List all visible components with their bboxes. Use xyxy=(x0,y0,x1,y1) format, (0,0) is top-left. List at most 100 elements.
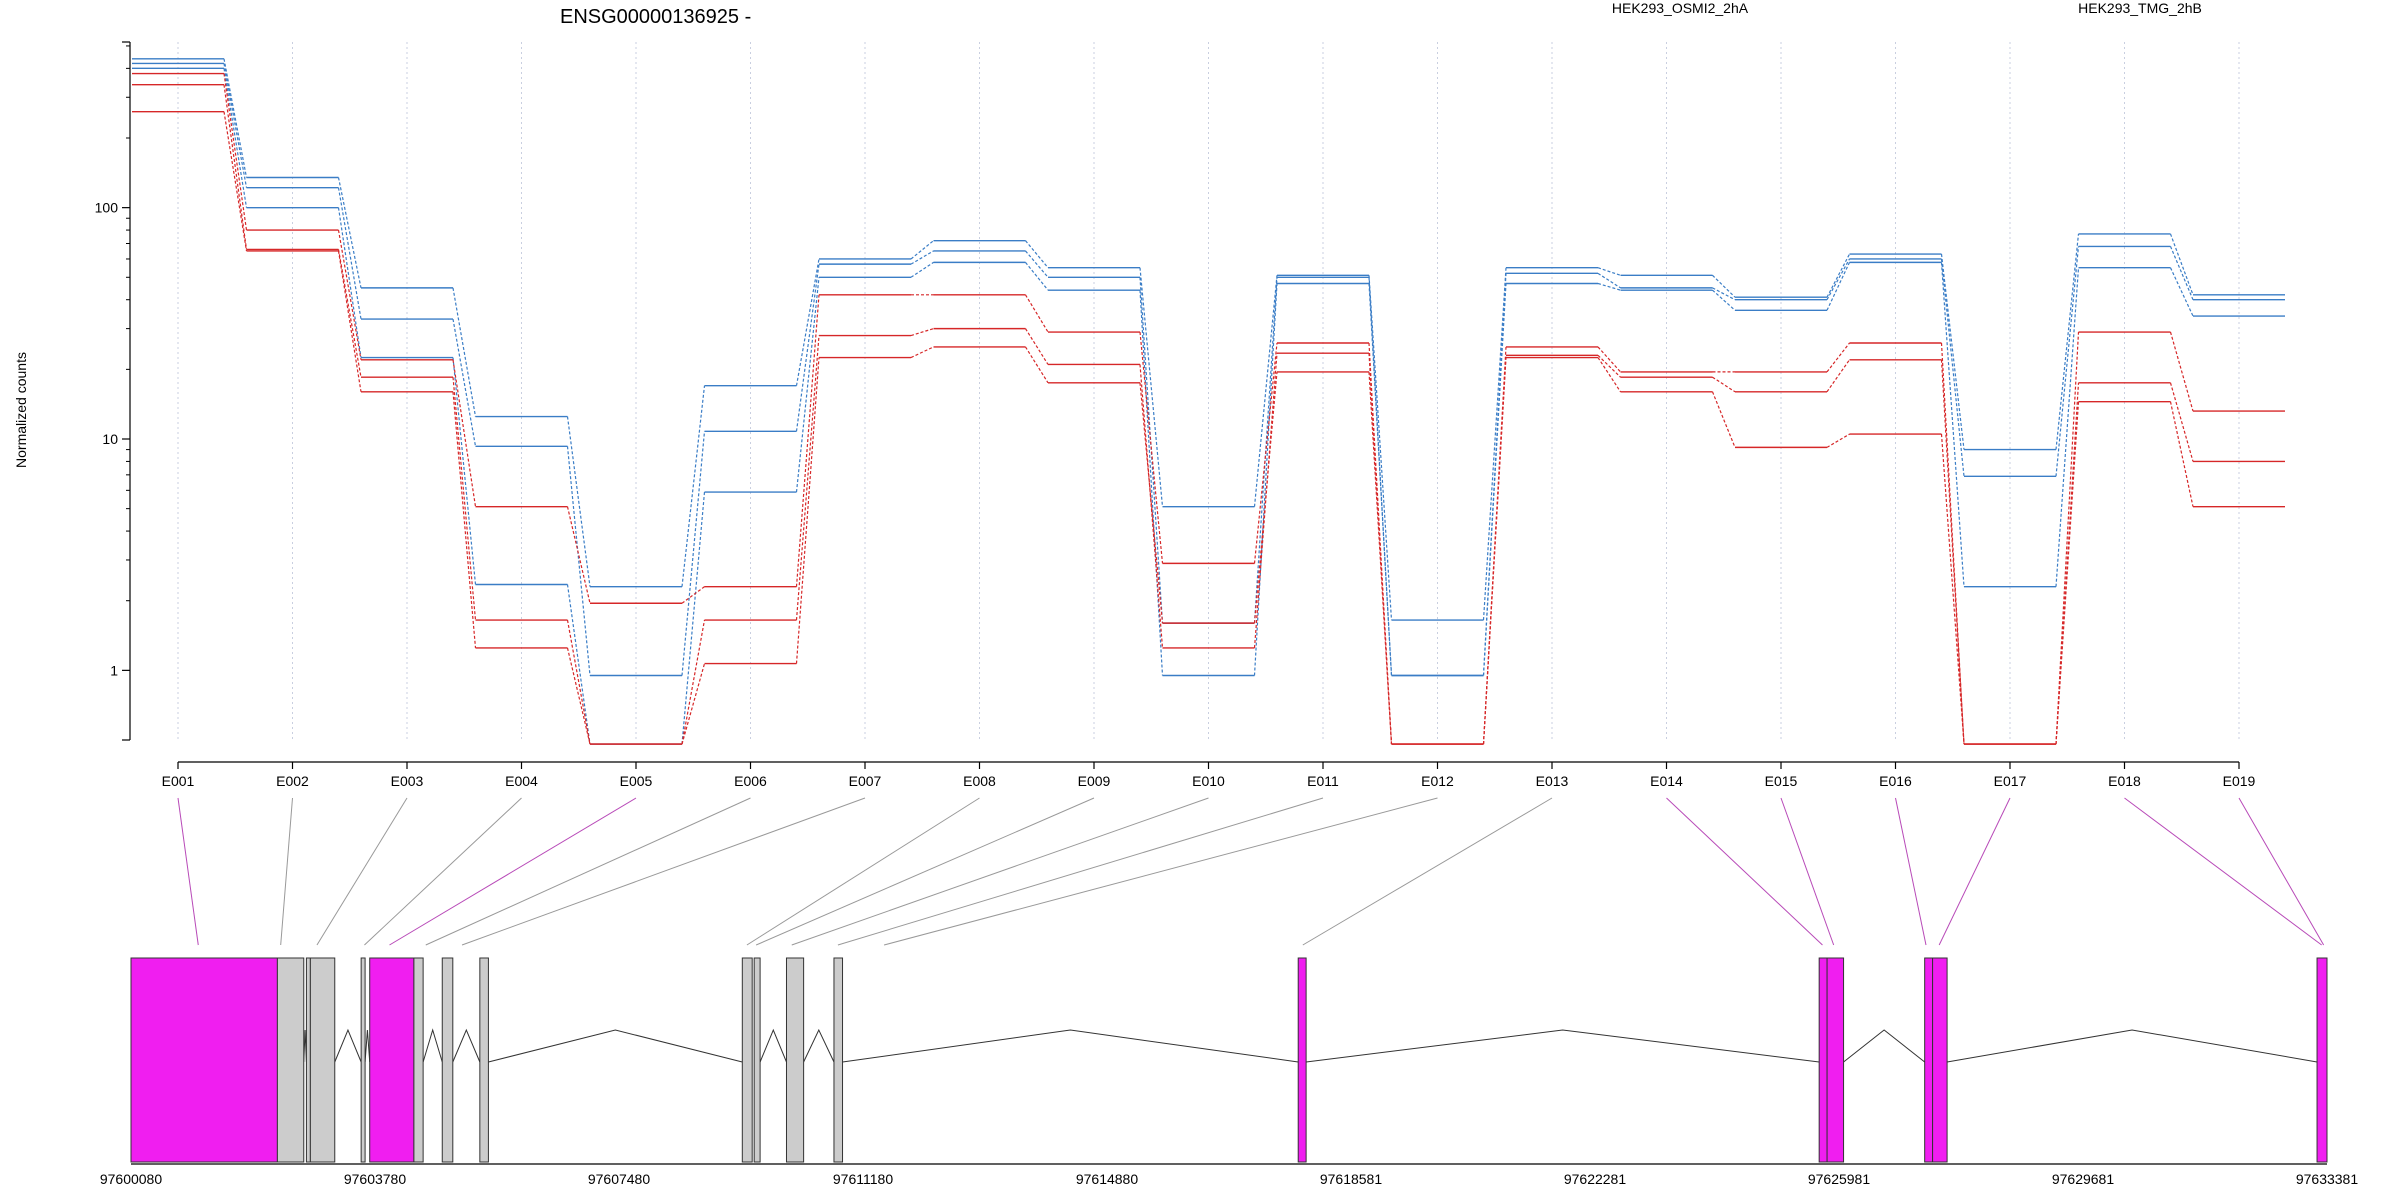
series-connector xyxy=(795,258,820,386)
exon-connector xyxy=(316,797,408,946)
gridlines xyxy=(177,42,2240,740)
series-connector xyxy=(2055,382,2080,745)
series-connector xyxy=(795,264,820,432)
series-connector xyxy=(1024,346,1049,384)
series-connector xyxy=(1482,283,1507,676)
x-tick-label: E007 xyxy=(849,773,882,789)
series-connector xyxy=(1253,275,1278,507)
series-connector xyxy=(1940,342,1965,745)
series-connector xyxy=(223,84,248,250)
series-connector xyxy=(1024,294,1049,333)
series-connector xyxy=(681,586,705,604)
x-tick-label: E001 xyxy=(162,773,195,789)
series-connector xyxy=(1368,371,1393,745)
exon-highlighted xyxy=(2316,957,2328,1163)
series-connector xyxy=(1139,267,1164,507)
exon-connector xyxy=(2124,797,2322,946)
genomic-tick-label: 97633381 xyxy=(2296,1171,2359,1187)
genomic-tick-label: 97607480 xyxy=(588,1171,651,1187)
exon xyxy=(413,957,424,1163)
exon xyxy=(360,957,366,1163)
exon xyxy=(305,957,311,1163)
x-tick-label: E018 xyxy=(2108,773,2141,789)
series-connector xyxy=(337,250,362,392)
x-axis: E001 E002 E003 E004 E005 E006 E007 E008 E009 E010… xyxy=(162,761,2256,789)
series-connector xyxy=(681,431,706,676)
series-connector xyxy=(1940,258,1965,477)
x-tick-label: E002 xyxy=(276,773,309,789)
series-connector xyxy=(452,357,477,585)
series-connector xyxy=(681,491,706,745)
genomic-tick-label: 97622281 xyxy=(1564,1171,1627,1187)
series-connector xyxy=(2055,233,2080,450)
genomic-tick-label: 97625981 xyxy=(1808,1171,1871,1187)
series-connector xyxy=(1826,258,1851,301)
series-connector xyxy=(1711,391,1736,448)
series-connector xyxy=(566,619,591,745)
intron-line xyxy=(364,1029,371,1063)
series-connector xyxy=(1597,346,1621,373)
legend-entry-osmi2: HEK293_OSMI2_2hA xyxy=(1612,0,1749,16)
x-tick-label: E010 xyxy=(1192,773,1225,789)
series-connector xyxy=(2055,267,2080,587)
series-connector xyxy=(1139,331,1164,564)
exon-connector xyxy=(746,797,980,946)
genomic-tick-label: 97611180 xyxy=(833,1171,893,1187)
y-tick-label: 1 xyxy=(110,662,118,678)
x-tick-label: E013 xyxy=(1536,773,1569,789)
x-tick-label: E012 xyxy=(1421,773,1454,789)
series-connector xyxy=(1253,371,1278,624)
series-6 xyxy=(132,110,2285,745)
series-connector xyxy=(566,506,591,604)
x-tick-label: E005 xyxy=(620,773,653,789)
exon-highlighted xyxy=(1932,957,1948,1163)
exon-highlighted xyxy=(130,957,278,1163)
exon-connector xyxy=(1895,797,1927,946)
series-connector xyxy=(1712,376,1736,393)
series-connector xyxy=(2169,382,2194,462)
series-layer xyxy=(132,58,2285,745)
legend-entry-tmg: HEK293_TMG_2hB xyxy=(2078,0,2202,16)
x-tick-label: E014 xyxy=(1650,773,1683,789)
series-connector xyxy=(1025,262,1049,291)
exon xyxy=(479,957,489,1163)
series-connector xyxy=(1482,267,1507,621)
series-connector xyxy=(337,207,362,358)
x-tick-label: E006 xyxy=(734,773,767,789)
series-connector xyxy=(566,647,591,745)
series-connector xyxy=(1253,283,1278,676)
intron-line xyxy=(488,1029,743,1063)
intron-line xyxy=(422,1028,443,1063)
series-connector xyxy=(1139,290,1164,676)
series-connector xyxy=(681,663,706,745)
exon-connector xyxy=(425,797,751,946)
y-tick-label: 100 xyxy=(95,200,119,216)
series-connector xyxy=(1826,262,1851,311)
series-connector xyxy=(1139,364,1164,648)
exon-connector xyxy=(883,797,1438,946)
x-tick-label: E017 xyxy=(1994,773,2027,789)
exon xyxy=(441,957,454,1163)
exon xyxy=(833,957,844,1163)
series-connector xyxy=(1826,433,1850,448)
genomic-tick-label: 97600080 xyxy=(100,1171,163,1187)
exon xyxy=(276,957,305,1163)
series-connector xyxy=(1597,354,1621,378)
x-tick-label: E003 xyxy=(391,773,424,789)
intron-line xyxy=(1306,1029,1820,1063)
series-connector xyxy=(566,584,591,745)
exon-connector xyxy=(280,797,293,946)
exon-highlighted xyxy=(1826,957,1845,1163)
exon xyxy=(785,957,805,1163)
exon-highlighted xyxy=(1924,957,1934,1163)
series-connector xyxy=(566,446,591,676)
series-connector xyxy=(795,277,820,493)
exon-connector xyxy=(364,797,522,946)
x-tick-label: E008 xyxy=(963,773,996,789)
series-connector xyxy=(795,335,820,621)
series-connector xyxy=(1940,434,1965,745)
series-connector xyxy=(566,416,591,587)
series-3 xyxy=(132,67,2285,745)
